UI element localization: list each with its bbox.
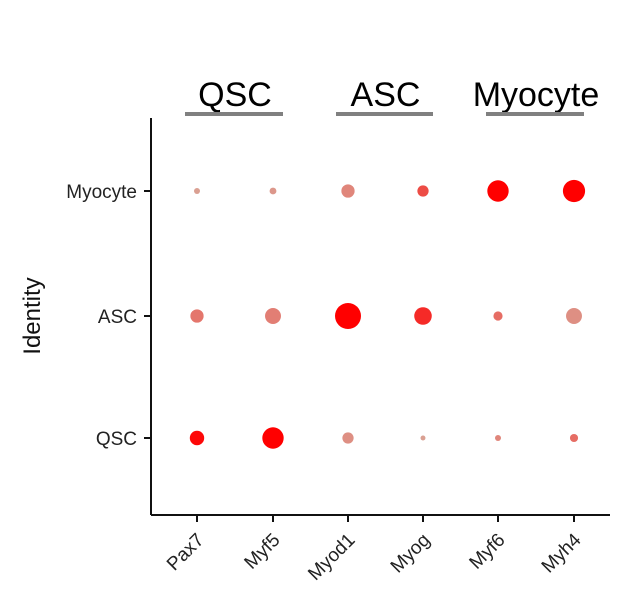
y-axis-title: Identity [19, 277, 46, 354]
x-ticks: Pax7 Myf5 Myod1 Myog Myf6 Myh4 [163, 515, 586, 585]
dot-myf6-asc [493, 311, 503, 321]
group-labels: QSC ASC Myocyte [185, 76, 600, 116]
dot-myog-asc [414, 307, 432, 325]
group-label-myocyte: Myocyte [473, 76, 600, 114]
dot-myod1-qsc [342, 432, 354, 444]
dot-myf5-myocyte [269, 187, 277, 195]
y-tick-label-asc: ASC [98, 307, 137, 328]
group-label-qsc: QSC [198, 76, 272, 114]
dot-myog-qsc [420, 435, 426, 441]
dot-myod1-myocyte [341, 184, 355, 198]
dot-myh4-asc [566, 308, 582, 324]
x-tick-label-myh4: Myh4 [538, 529, 586, 577]
dot-pax7-myocyte [193, 187, 201, 195]
x-tick-label-pax7: Pax7 [163, 530, 208, 575]
dot-myf5-asc [265, 308, 281, 324]
dot-pax7-qsc [189, 430, 205, 446]
y-tick-label-myocyte: Myocyte [66, 182, 137, 203]
axes [150, 118, 610, 516]
x-tick-label-myf6: Myf6 [466, 530, 510, 574]
dot-myf6-myocyte [487, 180, 509, 202]
x-tick-label-myog: Myog [387, 530, 435, 578]
x-tick-label-myod1: Myod1 [304, 530, 359, 585]
data-points [189, 179, 586, 449]
x-tick-label-myf5: Myf5 [241, 530, 285, 574]
dot-myf6-qsc [494, 434, 502, 442]
y-tick-label-qsc: QSC [96, 429, 137, 450]
dot-pax7-asc [190, 309, 204, 323]
dot-myod1-asc [335, 303, 361, 329]
dot-myf5-qsc [262, 427, 284, 449]
dot-myh4-myocyte [562, 179, 586, 203]
group-label-asc: ASC [351, 76, 421, 114]
dot-myh4-qsc [569, 433, 579, 443]
dot-myog-myocyte [417, 185, 429, 197]
y-ticks: Myocyte ASC QSC [66, 182, 151, 450]
